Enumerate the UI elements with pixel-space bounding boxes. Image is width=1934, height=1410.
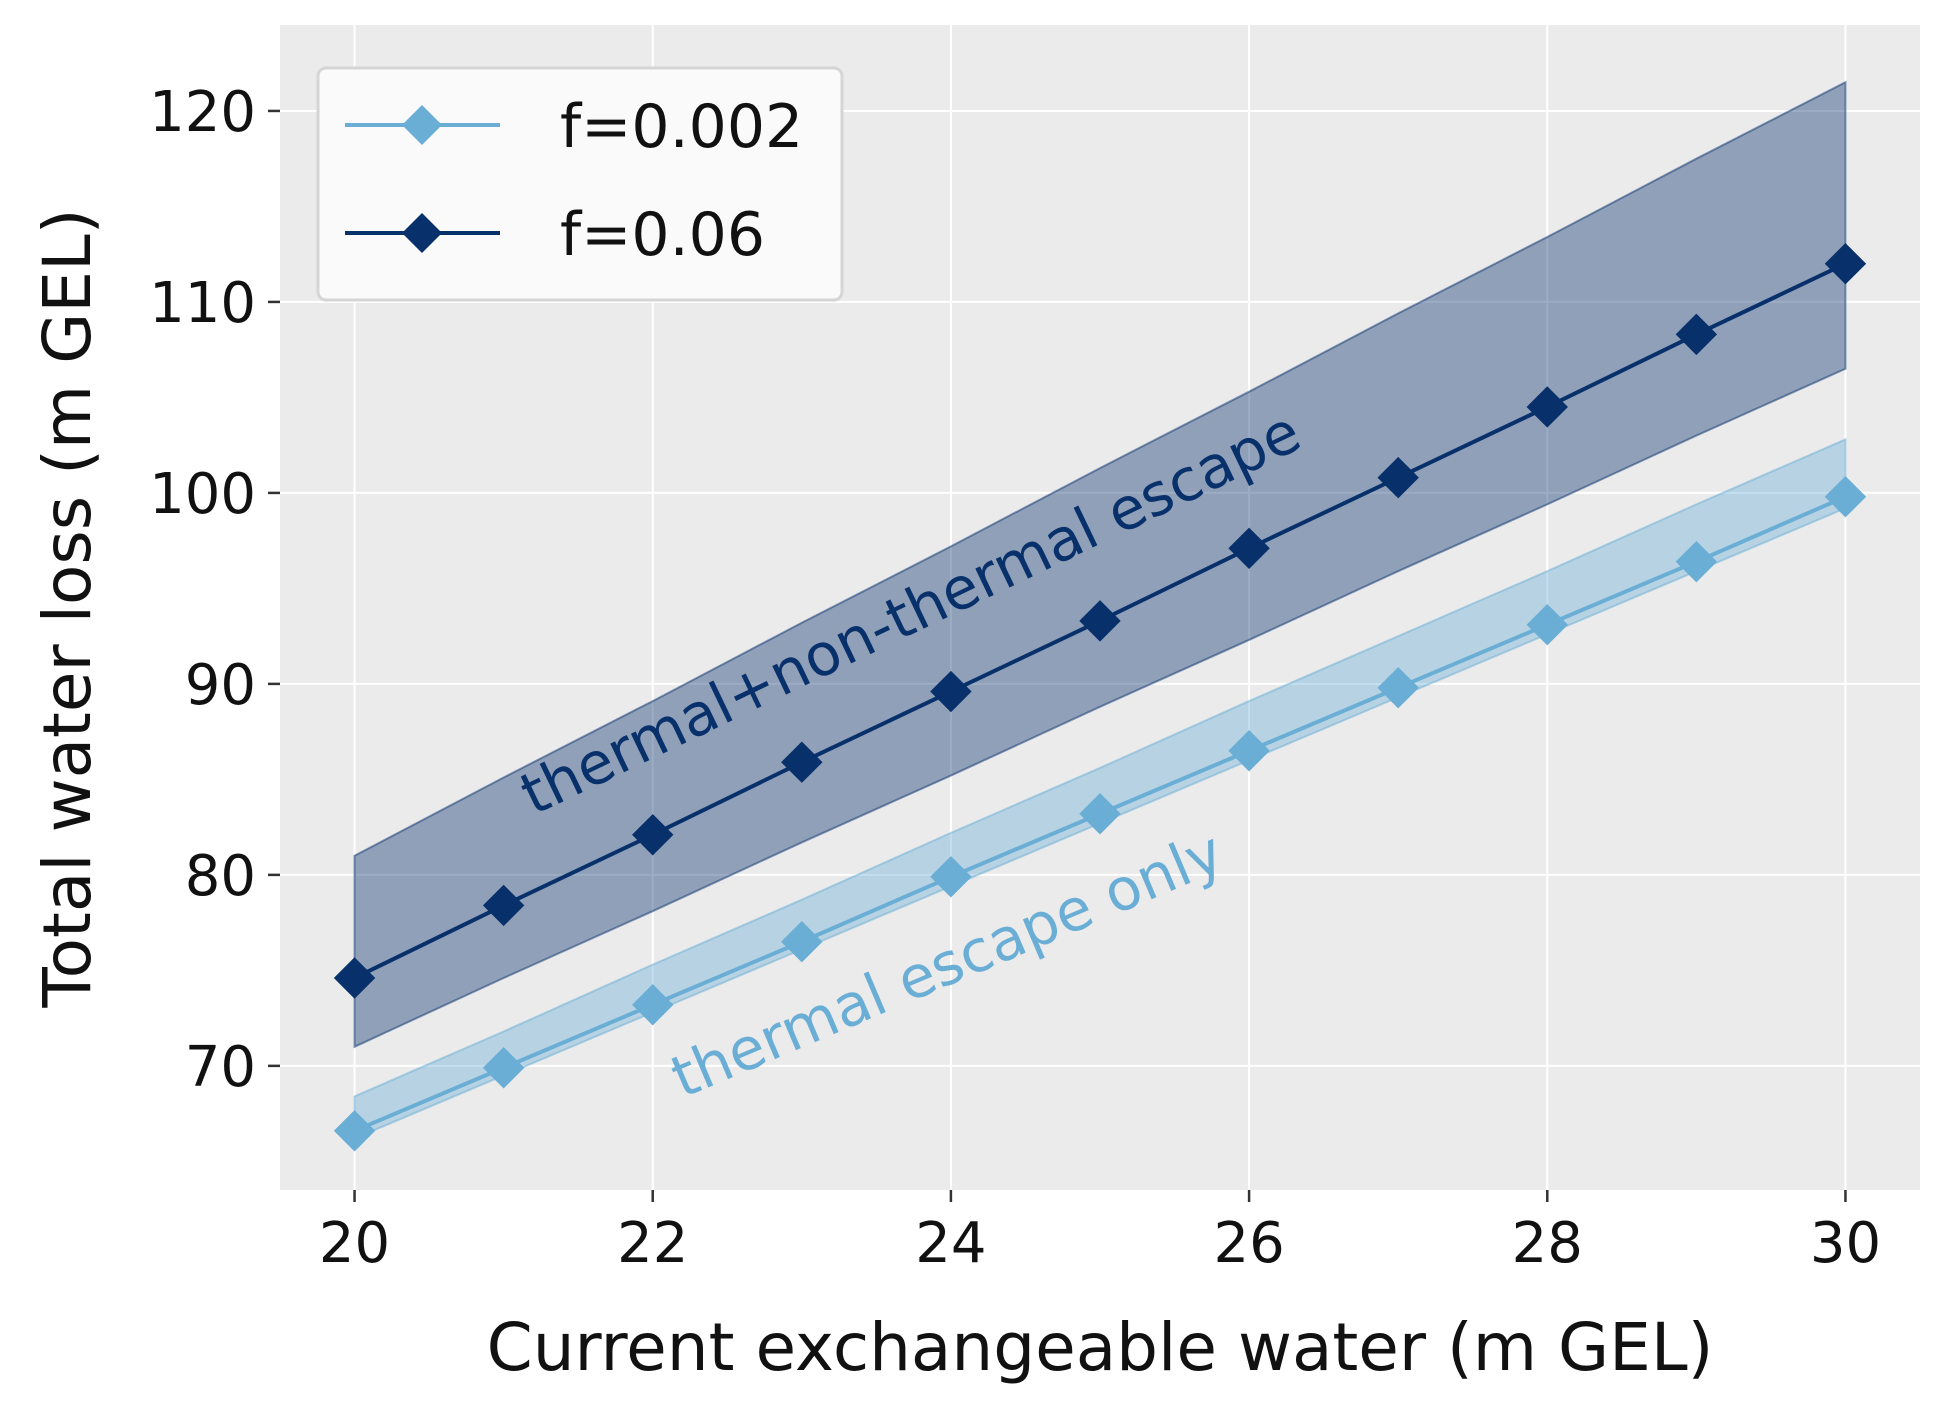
y-tick-label: 100 bbox=[149, 462, 256, 527]
series-layer bbox=[333, 243, 1867, 1152]
x-tick-label: 28 bbox=[1512, 1211, 1583, 1276]
y-tick-label: 70 bbox=[185, 1035, 256, 1100]
data-point-f006 bbox=[1079, 600, 1121, 642]
data-point-f006 bbox=[482, 884, 525, 927]
data-point-f0002 bbox=[781, 921, 823, 963]
x-tick-label: 26 bbox=[1213, 1211, 1284, 1276]
data-point-f006 bbox=[930, 670, 972, 713]
data-point-f006 bbox=[781, 741, 823, 783]
data-point-f0002 bbox=[632, 984, 674, 1026]
x-tick-label: 30 bbox=[1810, 1211, 1881, 1276]
band-f006 bbox=[353, 80, 1847, 1049]
data-point-f006 bbox=[1228, 527, 1270, 570]
data-point-f0002 bbox=[1377, 667, 1419, 709]
axis-ticks: 20 22 24 26 28 30 70 80 90 100 110 120 bbox=[149, 80, 1881, 1276]
data-point-f0002 bbox=[333, 1110, 376, 1152]
data-point-f0002 bbox=[482, 1047, 525, 1089]
legend-label-f0002: f=0.002 bbox=[560, 92, 803, 162]
legend-marker-f0002 bbox=[402, 105, 442, 145]
x-tick-label: 24 bbox=[915, 1211, 986, 1276]
data-point-f006 bbox=[1675, 313, 1718, 356]
data-point-f0002 bbox=[1526, 603, 1568, 646]
y-axis-label: Total water loss (m GEL) bbox=[29, 209, 106, 1009]
data-point-f006 bbox=[632, 814, 674, 856]
legend-marker-f006 bbox=[402, 213, 442, 253]
data-point-f006 bbox=[333, 957, 376, 999]
data-point-f006 bbox=[1526, 386, 1568, 428]
data-point-f006 bbox=[1377, 456, 1419, 499]
x-axis-label: Current exchangeable water (m GEL) bbox=[487, 1309, 1714, 1386]
data-point-f0002 bbox=[1675, 540, 1718, 583]
grid bbox=[280, 25, 1920, 1190]
data-point-f0002 bbox=[1824, 476, 1867, 518]
data-point-f0002 bbox=[1079, 793, 1121, 835]
data-point-f006 bbox=[1824, 243, 1867, 285]
x-tick-label: 22 bbox=[617, 1211, 688, 1276]
y-tick-label: 90 bbox=[185, 653, 256, 718]
legend-label-f006: f=0.06 bbox=[560, 200, 765, 270]
data-point-f0002 bbox=[1228, 730, 1270, 772]
legend: f=0.002 f=0.06 bbox=[316, 66, 844, 302]
y-tick-label: 80 bbox=[185, 844, 256, 909]
y-tick-label: 120 bbox=[149, 80, 256, 145]
x-tick-label: 20 bbox=[319, 1211, 390, 1276]
y-tick-label: 110 bbox=[149, 271, 256, 336]
confidence-bands bbox=[353, 80, 1847, 1140]
data-point-f0002 bbox=[930, 856, 972, 898]
